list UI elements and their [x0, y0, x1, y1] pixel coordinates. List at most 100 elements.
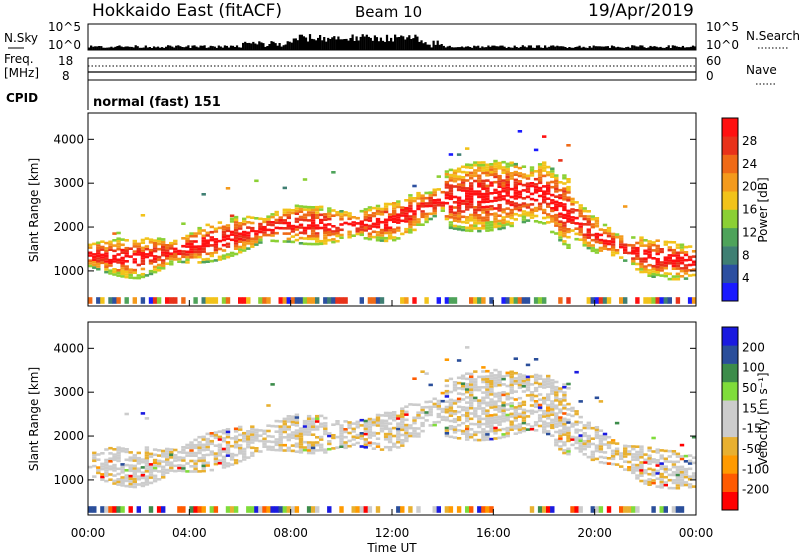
heatmap-cell: [383, 445, 389, 449]
nsky-bar: [456, 47, 460, 50]
heatmap-cell: [233, 506, 239, 513]
heatmap-cell: [221, 447, 227, 451]
heatmap-cell: [367, 420, 373, 423]
nsky-bar: [337, 36, 340, 50]
heatmap-cell: [477, 177, 482, 180]
heatmap-cell: [306, 237, 312, 241]
heatmap-cell: [242, 230, 247, 234]
heatmap-cell: [270, 440, 275, 444]
heatmap-cell: [404, 434, 409, 437]
heatmap-cell: [452, 227, 458, 230]
heatmap-cell: [489, 213, 494, 216]
nsky-bar: [392, 41, 395, 50]
heatmap-cell: [363, 229, 368, 232]
heatmap-cell: [306, 506, 312, 513]
heatmap-cell: [112, 270, 117, 274]
heatmap-cell: [582, 223, 587, 226]
heatmap-cell: [428, 204, 433, 208]
heatmap-cell: [635, 506, 640, 513]
heatmap-cell: [408, 220, 413, 224]
heatmap-cell: [647, 457, 652, 460]
heatmap-cell: [310, 428, 316, 431]
heatmap-cell: [485, 205, 490, 209]
colorbar-segment: [722, 246, 738, 265]
nsky-bar: [229, 45, 233, 50]
heatmap-cell: [493, 170, 498, 173]
heatmap-cell: [448, 398, 454, 402]
nsky-bar: [667, 45, 670, 50]
nsky-bar: [213, 46, 216, 50]
heatmap-cell: [477, 407, 482, 410]
heatmap-cell: [574, 428, 579, 432]
heatmap-cell: [339, 223, 344, 226]
heatmap-cell: [290, 423, 296, 426]
heatmap-cell: [465, 506, 470, 513]
nsky-bar: [262, 43, 265, 50]
heatmap-cell: [310, 216, 316, 220]
heatmap-cell: [124, 270, 129, 274]
heatmap-cell: [683, 460, 689, 463]
heatmap-cell: [408, 202, 413, 205]
heatmap-cell: [509, 407, 514, 410]
heatmap-cell: [274, 239, 279, 243]
heatmap-cell: [242, 297, 247, 304]
heatmap-cell: [193, 506, 198, 513]
heatmap-cell: [315, 441, 320, 444]
nsky-bar: [614, 47, 618, 50]
heatmap-cell: [132, 454, 137, 457]
heatmap-cell: [460, 226, 466, 229]
heatmap-cell: [456, 185, 462, 189]
heatmap-cell: [639, 479, 644, 483]
heatmap-cell: [193, 464, 198, 468]
heatmap-cell: [574, 222, 579, 225]
heatmap-cell: [169, 448, 174, 451]
heatmap-cell: [452, 224, 458, 228]
heatmap-cell: [546, 385, 551, 388]
heatmap-cell: [302, 218, 308, 222]
heatmap-cell: [558, 429, 563, 432]
heatmap-cell: [404, 212, 409, 215]
heatmap-cell: [266, 233, 271, 237]
heatmap-cell: [185, 454, 190, 457]
heatmap-cell: [278, 428, 283, 431]
heatmap-cell: [521, 416, 527, 420]
heatmap-cell: [485, 409, 490, 412]
nsky-bar: [140, 47, 143, 50]
heatmap-cell: [513, 382, 518, 385]
heatmap-cell: [282, 219, 287, 222]
heatmap-cell: [274, 226, 279, 230]
heatmap-cell: [242, 452, 247, 456]
heatmap-cell: [298, 242, 304, 245]
heatmap-cell: [396, 425, 401, 428]
heatmap-cell: [590, 458, 595, 462]
heatmap-cell: [517, 373, 523, 376]
heatmap-cell: [136, 242, 141, 246]
heatmap-cell: [302, 208, 308, 211]
heatmap-cell: [193, 240, 198, 243]
heatmap-cell: [550, 167, 555, 171]
heatmap-cell: [501, 406, 506, 410]
heatmap-cell: [140, 484, 146, 488]
heatmap-cell: [367, 216, 373, 220]
velocity-heatmap-cells: [88, 346, 697, 513]
heatmap-cell: [529, 197, 535, 201]
heatmap-cell: [465, 396, 470, 399]
heatmap-cell: [554, 187, 559, 191]
heatmap-cell: [387, 427, 393, 431]
nsky-bar: [219, 46, 222, 50]
heatmap-cell: [225, 451, 231, 455]
heatmap-cell: [444, 194, 450, 197]
heatmap-cell: [667, 277, 672, 281]
heatmap-cell: [590, 215, 595, 218]
heatmap-cell: [562, 229, 567, 233]
heatmap-cell: [493, 167, 498, 171]
heatmap-cell: [229, 254, 235, 257]
heatmap-cell: [505, 165, 510, 168]
heatmap-cell: [136, 245, 141, 248]
heatmap-cell: [456, 437, 462, 440]
heatmap-cell: [509, 423, 514, 426]
nsky-bar: [353, 41, 356, 50]
heatmap-cell: [667, 256, 672, 260]
heatmap-cell: [310, 213, 316, 217]
heatmap-cell: [566, 382, 571, 386]
